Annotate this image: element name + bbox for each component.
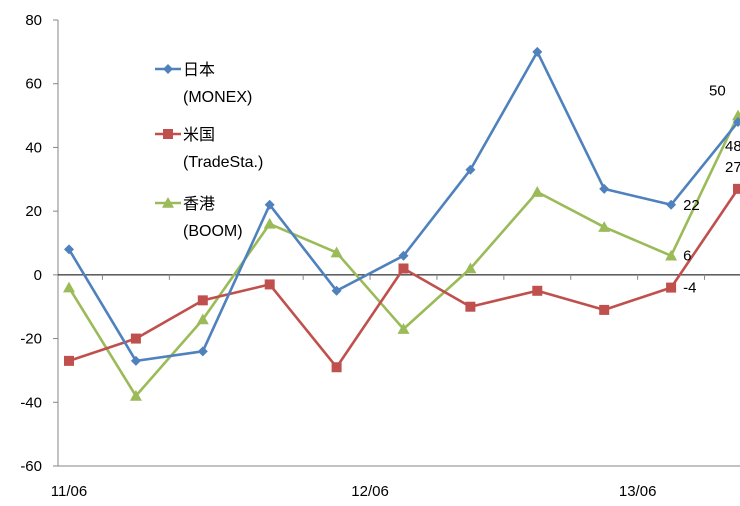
data-label: 50 — [709, 83, 726, 100]
data-point-square — [130, 333, 141, 344]
data-point-square — [197, 295, 208, 306]
y-tick-label: -60 — [20, 458, 42, 475]
data-point-square — [264, 279, 275, 290]
data-point-square — [465, 301, 476, 312]
y-tick-label: 20 — [25, 203, 42, 220]
y-tick-label: 0 — [34, 267, 42, 284]
x-tick-label: 13/06 — [619, 483, 657, 500]
data-point-triangle — [196, 313, 209, 325]
data-point-diamond — [398, 250, 409, 261]
data-point-square — [163, 129, 173, 139]
data-label: 27 — [725, 159, 740, 176]
y-tick-label: 60 — [25, 76, 42, 93]
legend-label-sub: (BOOM) — [183, 223, 243, 240]
data-point-diamond — [264, 199, 275, 210]
data-point-diamond — [331, 285, 342, 296]
y-tick-label: 40 — [25, 139, 42, 156]
data-point-diamond — [64, 244, 74, 255]
data-label: 6 — [683, 248, 691, 265]
data-point-diamond — [733, 116, 740, 127]
legend-label: 香港 — [183, 195, 215, 213]
data-labels: 50 48 27 22 6 -4 — [683, 83, 740, 297]
data-point-triangle — [129, 389, 142, 401]
legend-label: 日本 — [183, 61, 215, 79]
data-point-triangle — [397, 323, 410, 334]
data-point-square — [532, 285, 543, 296]
data-point-triangle — [531, 186, 544, 197]
legend: 日本 (MONEX) 米国 (TradeSta.) 香港 (BOOM) — [155, 61, 263, 240]
data-point-diamond — [532, 46, 543, 57]
data-point-square — [64, 355, 74, 366]
data-point-triangle — [162, 197, 174, 208]
data-label: 22 — [683, 197, 700, 214]
data-point-square — [398, 263, 409, 274]
data-point-diamond — [465, 164, 476, 175]
data-point-square — [331, 362, 342, 373]
data-point-triangle — [464, 262, 477, 274]
x-tick-label: 12/06 — [351, 483, 389, 500]
data-point-diamond — [599, 183, 610, 194]
data-point-triangle — [263, 217, 276, 229]
data-point-square — [733, 183, 740, 194]
data-point-diamond — [197, 346, 208, 357]
data-point-diamond — [163, 64, 173, 74]
y-tick-label: -20 — [20, 331, 42, 348]
data-point-triangle — [598, 221, 611, 232]
data-label: 48 — [725, 138, 740, 155]
data-point-triangle — [63, 281, 75, 293]
data-point-square — [599, 304, 610, 315]
x-tick-label: 11/06 — [51, 483, 87, 500]
data-point-triangle — [330, 246, 343, 258]
data-point-diamond — [130, 355, 141, 366]
data-point-square — [666, 282, 677, 293]
series-lines — [63, 46, 740, 401]
data-point-diamond — [666, 199, 677, 210]
legend-label-sub: (MONEX) — [183, 89, 252, 106]
y-tick-label: 80 — [25, 12, 42, 29]
legend-label-sub: (TradeSta.) — [183, 154, 263, 171]
legend-label: 米国 — [183, 126, 215, 144]
data-point-triangle — [665, 249, 678, 261]
data-label: -4 — [683, 280, 696, 297]
axes: 80 60 40 20 0 -20 -40 -60 11/06 12/06 13/06 — [20, 12, 740, 500]
y-tick-label: -40 — [20, 394, 42, 411]
